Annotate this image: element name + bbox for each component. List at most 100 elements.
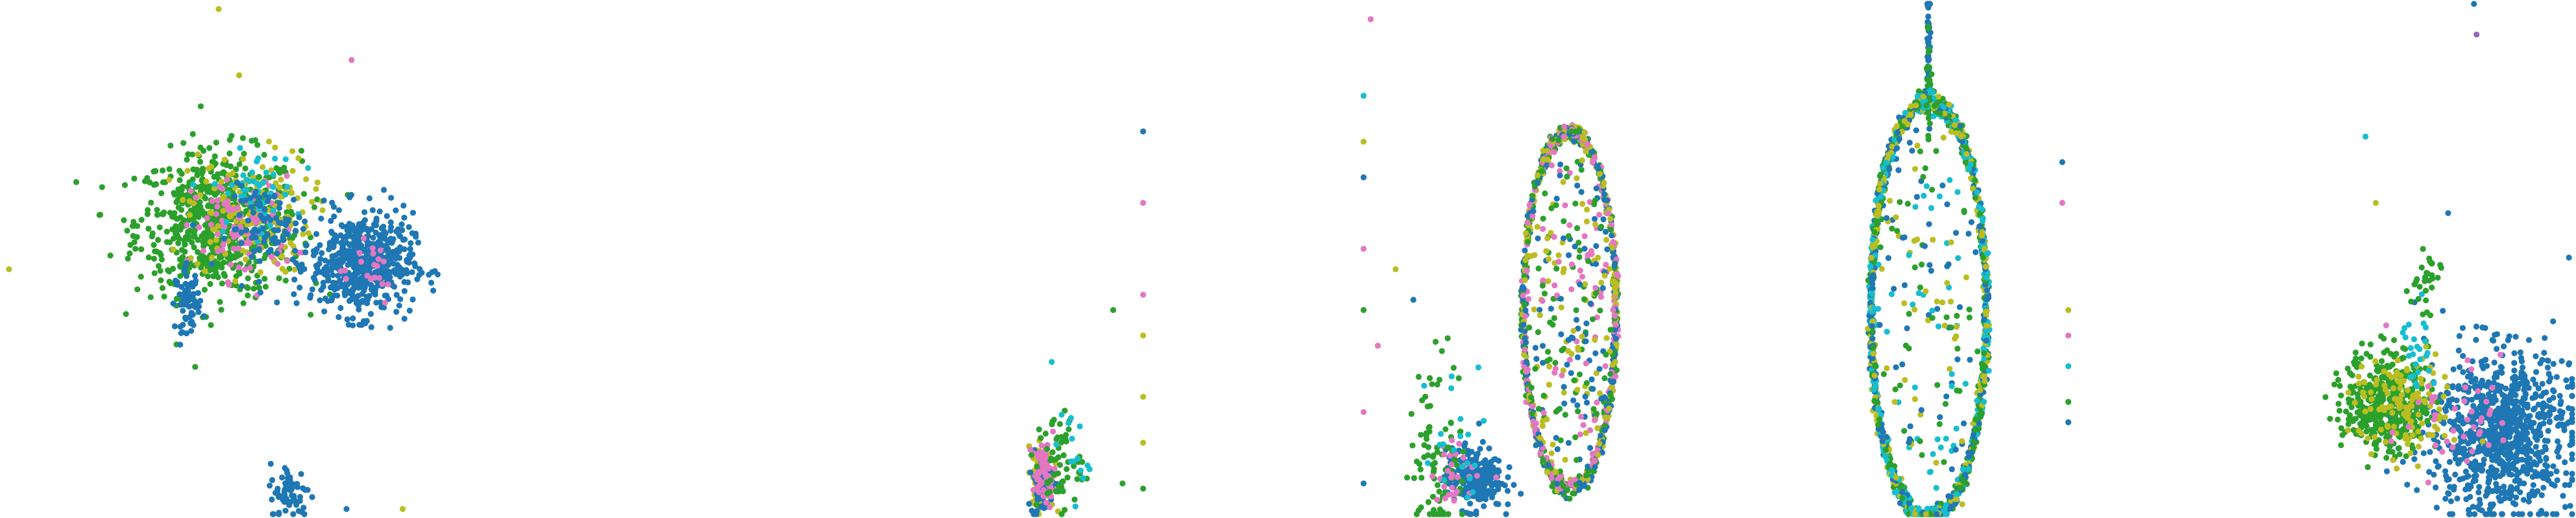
ring-1-point [1611, 278, 1618, 285]
cluster-6-point [180, 321, 186, 328]
cluster-7-point [428, 279, 435, 286]
cluster-1-point [99, 184, 105, 190]
outlier-point [1140, 199, 1147, 206]
ring-1-interior-point [1574, 402, 1581, 409]
cluster-9-point [270, 511, 276, 517]
ring-1-interior-point [1574, 317, 1580, 323]
outlier-point [1367, 16, 1374, 23]
ring-1-interior-point [1566, 222, 1573, 228]
cluster-5-point [291, 197, 297, 203]
ring-1-point [1544, 156, 1551, 163]
scatter-panel-2 [1025, 0, 1220, 518]
cluster-1-point [1455, 467, 1462, 474]
outlier-point [6, 266, 12, 273]
ring-1-point [1893, 145, 1901, 151]
cluster-2-point [1439, 348, 1445, 354]
ring-1-interior-point [1535, 406, 1542, 412]
cluster-7-point [373, 217, 380, 224]
ring-1-interior-point [1548, 205, 1555, 212]
cluster-1-point [1472, 480, 1478, 487]
cluster-1-point [206, 145, 213, 151]
ring-1-interior-point [1593, 185, 1599, 191]
cluster-7-point [310, 252, 317, 258]
ring-1-interior-point [1593, 261, 1599, 267]
cluster-2-point [1444, 335, 1451, 341]
cluster-4-point [1079, 459, 1086, 465]
ring-1-point [1544, 162, 1550, 168]
cluster-1-point [250, 286, 257, 292]
cluster-3-point [284, 173, 290, 179]
ring-1-interior-point [1577, 247, 1583, 254]
ring-1-point [1520, 292, 1526, 299]
cluster-5-point [243, 227, 250, 234]
ring-1-interior-point [1575, 347, 1581, 353]
ring-1-interior-point [1570, 397, 1577, 404]
cluster-1-point [1482, 457, 1488, 463]
cluster-7-point [377, 299, 384, 306]
ring-1-point [1522, 257, 1529, 264]
cluster-7-point [337, 262, 343, 268]
cluster-7-point [381, 263, 387, 269]
cluster-1-point [1467, 500, 1474, 507]
cluster-1-point [1505, 474, 1511, 480]
cluster-2-point [1926, 46, 1932, 53]
cluster-7-point [326, 246, 332, 253]
ring-1-interior-point [1558, 331, 1564, 338]
cluster-4-point [1457, 433, 1464, 439]
cluster-4-point [238, 193, 245, 199]
cluster-5-point [265, 214, 271, 221]
ring-1-interior-point [1532, 365, 1538, 372]
cluster-5-point [276, 200, 283, 206]
cluster-2-point [208, 164, 214, 170]
ring-1-interior-point [1577, 267, 1584, 274]
cluster-3-point [1429, 473, 1436, 480]
ring-1-interior-point [1593, 370, 1600, 376]
cluster-7-point [363, 293, 370, 300]
ring-1-point [1528, 384, 1535, 391]
cluster-7-point [331, 292, 337, 299]
ring-1-interior-point [1572, 201, 1579, 207]
cluster-1-point [121, 217, 127, 223]
ring-1-interior-point [1540, 392, 1547, 399]
cluster-1-point [121, 182, 128, 188]
cluster-5-point [232, 193, 238, 199]
ring-1-point [1613, 341, 1620, 348]
cluster-7-point [345, 321, 352, 328]
ring-1-point [1869, 355, 1876, 362]
cluster-3-point [234, 204, 241, 211]
cluster-2-point [1925, 132, 1932, 139]
ring-1-point [1557, 468, 1564, 475]
cluster-7-point [387, 325, 393, 331]
ring-1-interior-point [1593, 243, 1599, 249]
cluster-5-point [1080, 475, 1086, 482]
ring-1-interior-point [1553, 408, 1559, 415]
cluster-7-point [367, 311, 374, 317]
cluster-6-point [178, 330, 184, 336]
ring-1-point [1889, 143, 1895, 150]
cluster-1-point [189, 151, 195, 158]
cluster-3-point [236, 264, 242, 271]
cluster-2-point [1425, 444, 1431, 450]
cluster-1-point [169, 214, 176, 220]
cluster-5-point [249, 234, 255, 241]
cluster-3-point [193, 194, 199, 201]
cluster-1-point [131, 175, 138, 182]
cluster-2-point [1925, 23, 1932, 30]
ring-1-interior-point [1540, 216, 1546, 222]
cluster-2-point [1426, 425, 1432, 431]
ring-1-point [1606, 405, 1612, 412]
cluster-2-point [279, 265, 286, 272]
ring-1-point [1521, 302, 1527, 308]
cluster-5-point [238, 182, 245, 189]
cluster-1-point [158, 256, 165, 263]
cluster-2-point [215, 223, 221, 229]
ring-1-interior-point [1592, 216, 1598, 222]
cluster-1-point [138, 246, 145, 253]
ring-1-interior-point [1539, 282, 1546, 289]
ring-1-point [1871, 228, 1878, 235]
ring-1-interior-point [1583, 360, 1589, 367]
ring-1-interior-point [1557, 437, 1564, 444]
cluster-4-point [1049, 449, 1056, 456]
cluster-1-point [124, 227, 130, 234]
cluster-8-point [379, 280, 385, 288]
